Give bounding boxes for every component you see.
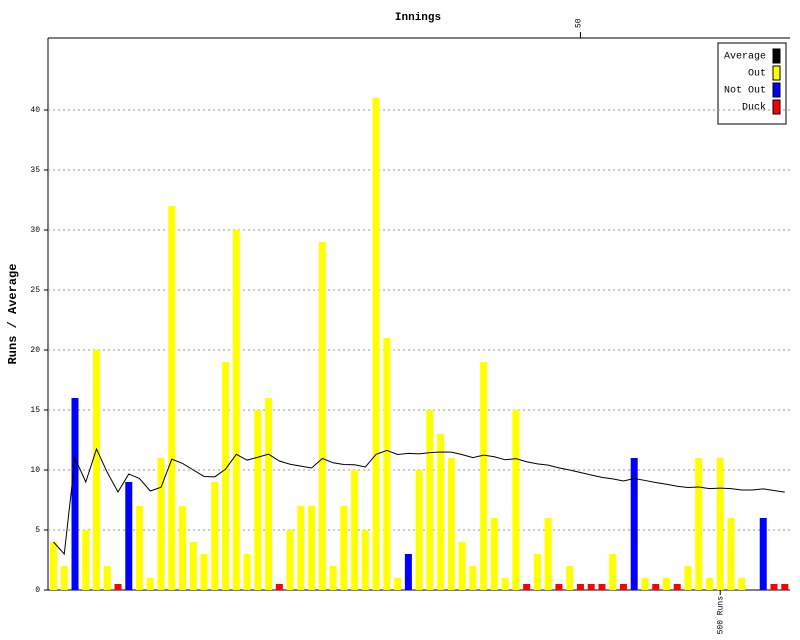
bar <box>415 470 423 590</box>
y-tick-label: 30 <box>30 226 40 235</box>
bar <box>576 584 584 590</box>
bottom-tick-label: 500 Runs <box>716 596 725 635</box>
bar <box>136 506 144 590</box>
bar <box>469 566 477 590</box>
bar <box>523 584 531 590</box>
legend-swatch <box>772 48 781 64</box>
bar <box>490 518 498 590</box>
bar <box>383 338 391 590</box>
bar <box>232 230 240 590</box>
chart-title: Innings <box>395 12 441 24</box>
legend-swatch <box>772 99 781 115</box>
y-tick-label: 0 <box>35 586 40 595</box>
bar <box>404 554 412 590</box>
bar <box>308 506 316 590</box>
bar <box>103 566 111 590</box>
bar <box>770 584 778 590</box>
bar <box>695 458 703 590</box>
bar <box>716 458 724 590</box>
bar <box>168 206 176 590</box>
bar <box>351 470 359 590</box>
bar <box>555 584 563 590</box>
bar <box>587 584 595 590</box>
bar <box>254 410 262 590</box>
bar <box>458 542 466 590</box>
bar <box>684 566 692 590</box>
bar <box>630 458 638 590</box>
bar <box>275 584 283 590</box>
bar <box>738 578 746 590</box>
bar <box>437 434 445 590</box>
bar <box>361 530 369 590</box>
y-tick-label: 10 <box>30 466 40 475</box>
bar <box>286 530 294 590</box>
legend-label: Out <box>748 69 766 80</box>
bar <box>157 458 165 590</box>
top-tick-label: 50 <box>575 18 584 28</box>
bar <box>329 566 337 590</box>
bar <box>447 458 455 590</box>
y-tick-label: 40 <box>30 106 40 115</box>
bar <box>211 482 219 590</box>
legend-label: Duck <box>742 102 766 114</box>
bar <box>641 578 649 590</box>
bar <box>82 530 90 590</box>
bar <box>652 584 660 590</box>
bar <box>759 518 767 590</box>
bar <box>243 554 251 590</box>
legend-swatch <box>772 65 781 81</box>
y-tick-label: 20 <box>30 346 40 355</box>
bar <box>480 362 488 590</box>
average-line <box>53 447 785 556</box>
bar <box>318 242 326 590</box>
bar <box>609 554 617 590</box>
bar <box>200 554 208 590</box>
bar <box>146 578 154 590</box>
bar <box>60 566 68 590</box>
bar <box>512 410 520 590</box>
y-tick-label: 25 <box>30 286 40 295</box>
legend-swatch <box>772 82 781 98</box>
bar <box>533 554 541 590</box>
y-tick-label: 15 <box>30 406 40 415</box>
bar <box>662 578 670 590</box>
bar <box>619 584 627 590</box>
bar <box>179 506 187 590</box>
bar <box>705 578 713 590</box>
bar <box>781 584 789 590</box>
bar <box>340 506 348 590</box>
bar <box>114 584 122 590</box>
bar <box>189 542 197 590</box>
bar <box>394 578 402 590</box>
bar <box>566 566 574 590</box>
bar <box>598 584 606 590</box>
y-axis-label: Runs / Average <box>6 264 20 365</box>
bar <box>297 506 305 590</box>
y-tick-label: 35 <box>30 166 40 175</box>
legend-label: Average <box>724 52 766 63</box>
bar <box>222 362 230 590</box>
bar <box>50 542 57 590</box>
bar <box>265 398 273 590</box>
y-tick-label: 5 <box>35 526 40 535</box>
bar <box>125 482 133 590</box>
bar <box>372 98 380 590</box>
bar <box>426 410 434 590</box>
bar <box>544 518 552 590</box>
bar <box>71 398 79 590</box>
bar <box>727 518 735 590</box>
legend-label: Not Out <box>724 86 766 97</box>
bar <box>501 578 509 590</box>
bar <box>93 350 101 590</box>
bar <box>673 584 681 590</box>
